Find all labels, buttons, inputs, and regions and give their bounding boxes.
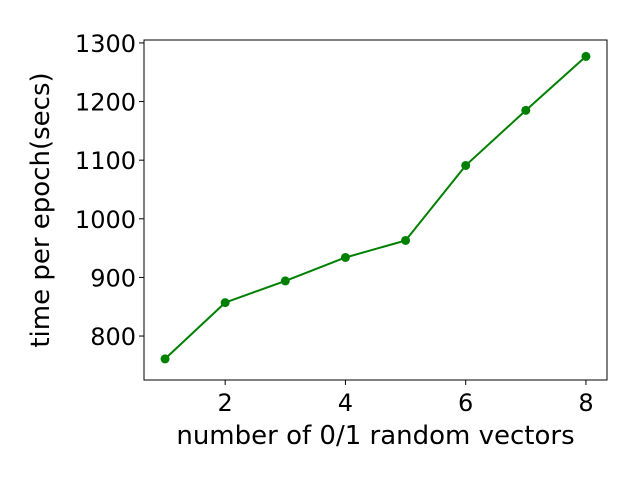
y-axis-label: time per epoch(secs): [26, 72, 56, 347]
x-tick-label: 2: [218, 389, 233, 417]
x-tick-label: 8: [578, 389, 593, 417]
data-point: [521, 105, 531, 115]
series-layer: [160, 51, 591, 364]
series-line: [164, 55, 587, 360]
x-tick-label: 4: [338, 389, 353, 417]
data-point: [461, 160, 471, 170]
y-tick-label: 1100: [75, 147, 136, 175]
y-tick-label: 1000: [75, 206, 136, 234]
y-tick-label: 1300: [75, 30, 136, 58]
data-point: [220, 298, 230, 308]
y-tick-label: 900: [90, 264, 136, 292]
data-point: [160, 354, 170, 364]
data-point: [401, 235, 411, 245]
x-axis-label: number of 0/1 random vectors: [176, 421, 574, 451]
plot-frame: [143, 39, 608, 381]
axes-layer: 2 4 6 8 800 900 1000 1100 1200 1300: [75, 30, 608, 417]
y-tick-label: 1200: [75, 89, 136, 117]
y-tick-label: 800: [90, 323, 136, 351]
x-tick-label: 6: [458, 389, 473, 417]
data-point: [581, 51, 591, 61]
data-point: [340, 252, 350, 262]
data-point: [280, 276, 290, 286]
